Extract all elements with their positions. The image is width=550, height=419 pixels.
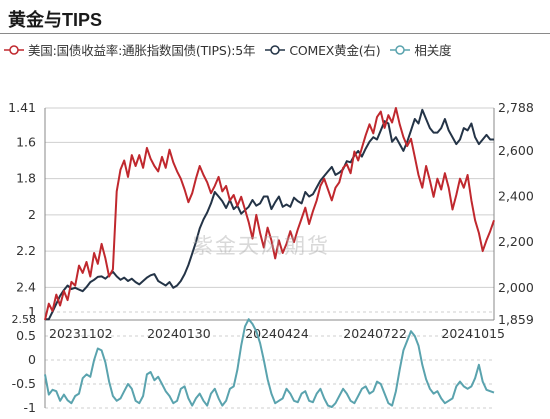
series-line-tips-5y: [44, 107, 495, 321]
right-tick-label-2: 2,400: [498, 189, 534, 204]
left-tick-label-2: 1.8: [16, 171, 36, 186]
right-tick-label-5: 1,859: [498, 312, 534, 327]
x-tick-label-1: 20240130: [147, 326, 211, 341]
right-tick-label-4: 2,000: [498, 280, 534, 295]
x-tick-label-0: 20231102: [49, 326, 113, 341]
watermark: 紫金天风期货: [192, 234, 330, 258]
lower-tick-label-0: 1: [28, 304, 36, 319]
legend-tips-swatch: [4, 44, 24, 55]
x-tick-label-4: 20241015: [441, 326, 505, 341]
left-tick-label-5: 2.4: [16, 279, 36, 294]
legend-gold-label: COMEX黄金(右): [289, 43, 381, 58]
chart-title: 黄金与TIPS: [8, 10, 103, 30]
right-tick-label-1: 2,600: [498, 143, 534, 158]
lower-tick-label-1: 0.5: [16, 328, 36, 343]
series-line-correlation: [44, 318, 495, 408]
left-tick-label-1: 1.6: [16, 134, 36, 149]
right-tick-label-0: 2,788: [498, 100, 534, 115]
legend-tips-label: 美国:国债收益率:通胀指数国债(TIPS):5年: [28, 43, 256, 58]
legend-corr-label: 相关度: [414, 43, 452, 58]
legend: 美国:国债收益率:通胀指数国债(TIPS):5年 COMEX黄金(右) 相关度: [4, 40, 461, 59]
left-tick-label-4: 2.2: [16, 243, 36, 258]
legend-item-gold[interactable]: COMEX黄金(右): [265, 40, 381, 59]
left-tick-label-bottom: 2.58: [12, 313, 37, 326]
right-tick-label-3: 2,200: [498, 234, 534, 249]
lower-tick-label-3: -0.5: [12, 376, 36, 391]
series-line-comex-gold: [45, 108, 494, 321]
x-tick-label-3: 20240722: [343, 326, 407, 341]
legend-corr-swatch: [390, 44, 411, 55]
legend-item-corr[interactable]: 相关度: [390, 40, 452, 59]
lower-tick-label-4: -1: [24, 400, 36, 415]
left-tick-label-3: 2: [28, 207, 36, 222]
lower-tick-label-2: 0: [28, 352, 36, 367]
legend-item-tips[interactable]: 美国:国债收益率:通胀指数国债(TIPS):5年: [4, 40, 256, 59]
legend-gold-swatch: [265, 44, 286, 55]
title-divider: [0, 33, 550, 34]
x-tick-label-2: 20240424: [245, 326, 309, 341]
left-tick-label-0: 1.41: [8, 100, 36, 115]
